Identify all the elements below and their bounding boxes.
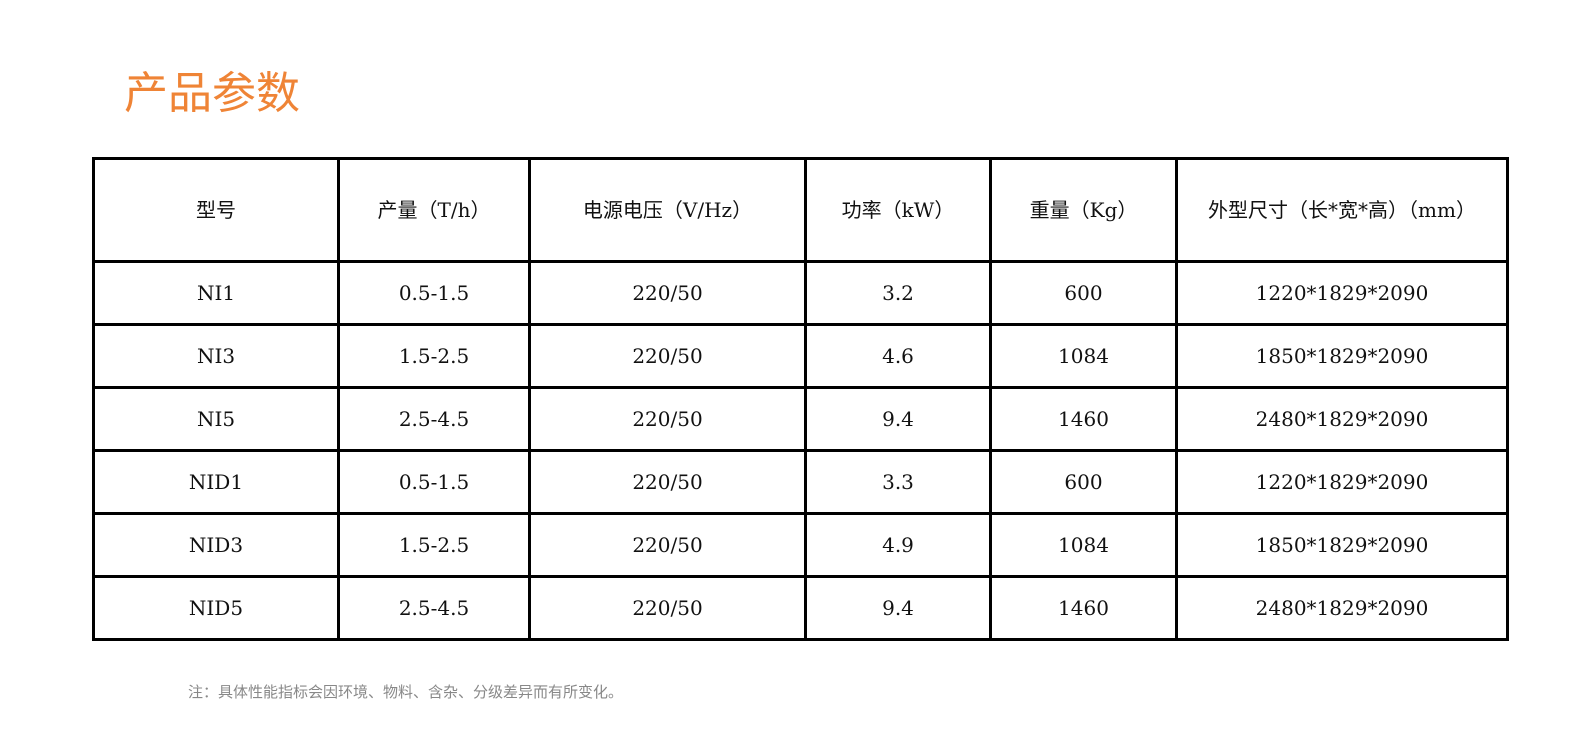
- table-cell: 220/50: [528, 260, 807, 326]
- table-row: NI1 0.5-1.5 220/50 3.2 600 1220*1829*2090: [92, 260, 1509, 326]
- table-cell: 3.3: [804, 449, 992, 515]
- table-cell: 1220*1829*2090: [1175, 260, 1509, 326]
- table-cell: NI3: [92, 323, 340, 389]
- table-cell: 220/50: [528, 449, 807, 515]
- table-cell: 1084: [989, 323, 1178, 389]
- table-cell: 1850*1829*2090: [1175, 323, 1509, 389]
- column-header: 外型尺寸（长*宽*高）（mm）: [1175, 157, 1509, 263]
- column-header: 功率（kW）: [804, 157, 992, 263]
- table-cell: 220/50: [528, 575, 807, 641]
- table-cell: 2.5-4.5: [337, 386, 531, 452]
- table-cell: 600: [989, 449, 1178, 515]
- table-cell: 1460: [989, 386, 1178, 452]
- table-cell: NID1: [92, 449, 340, 515]
- table-cell: NI1: [92, 260, 340, 326]
- table-cell: 1.5-2.5: [337, 323, 531, 389]
- table-cell: 220/50: [528, 512, 807, 578]
- table-cell: 220/50: [528, 386, 807, 452]
- table-cell: 2480*1829*2090: [1175, 386, 1509, 452]
- table-cell: 9.4: [804, 386, 992, 452]
- table-row: NID3 1.5-2.5 220/50 4.9 1084 1850*1829*2090: [92, 512, 1509, 578]
- table-cell: 0.5-1.5: [337, 260, 531, 326]
- table-cell: 4.6: [804, 323, 992, 389]
- table-cell: 9.4: [804, 575, 992, 641]
- table-cell: NI5: [92, 386, 340, 452]
- page-title: 产品参数: [124, 68, 300, 119]
- table-cell: 1220*1829*2090: [1175, 449, 1509, 515]
- table-cell: 4.9: [804, 512, 992, 578]
- table-cell: 2.5-4.5: [337, 575, 531, 641]
- column-header: 重量（Kg）: [989, 157, 1178, 263]
- table-cell: NID5: [92, 575, 340, 641]
- table-row: NID5 2.5-4.5 220/50 9.4 1460 2480*1829*2090: [92, 575, 1509, 641]
- table-cell: 220/50: [528, 323, 807, 389]
- table-row: NI5 2.5-4.5 220/50 9.4 1460 2480*1829*2090: [92, 386, 1509, 452]
- table-cell: NID3: [92, 512, 340, 578]
- column-header: 产量（T/h）: [337, 157, 531, 263]
- table-cell: 0.5-1.5: [337, 449, 531, 515]
- table-cell: 600: [989, 260, 1178, 326]
- table-header-row: 型号 产量（T/h） 电源电压（V/Hz） 功率（kW） 重量（Kg） 外型尺寸（长*宽*…: [92, 157, 1509, 263]
- column-header: 电源电压（V/Hz）: [528, 157, 807, 263]
- table-cell: 1850*1829*2090: [1175, 512, 1509, 578]
- table-cell: 2480*1829*2090: [1175, 575, 1509, 641]
- table-row: NID1 0.5-1.5 220/50 3.3 600 1220*1829*2090: [92, 449, 1509, 515]
- table-cell: 1084: [989, 512, 1178, 578]
- column-header: 型号: [92, 157, 340, 263]
- table-cell: 1.5-2.5: [337, 512, 531, 578]
- table-row: NI3 1.5-2.5 220/50 4.6 1084 1850*1829*2090: [92, 323, 1509, 389]
- footnote: 注：具体性能指标会因环境、物料、含杂、分级差异而有所变化。: [188, 683, 624, 701]
- spec-table: 型号 产量（T/h） 电源电压（V/Hz） 功率（kW） 重量（Kg） 外型尺寸（长*宽*…: [92, 157, 1509, 641]
- table-cell: 3.2: [804, 260, 992, 326]
- table-cell: 1460: [989, 575, 1178, 641]
